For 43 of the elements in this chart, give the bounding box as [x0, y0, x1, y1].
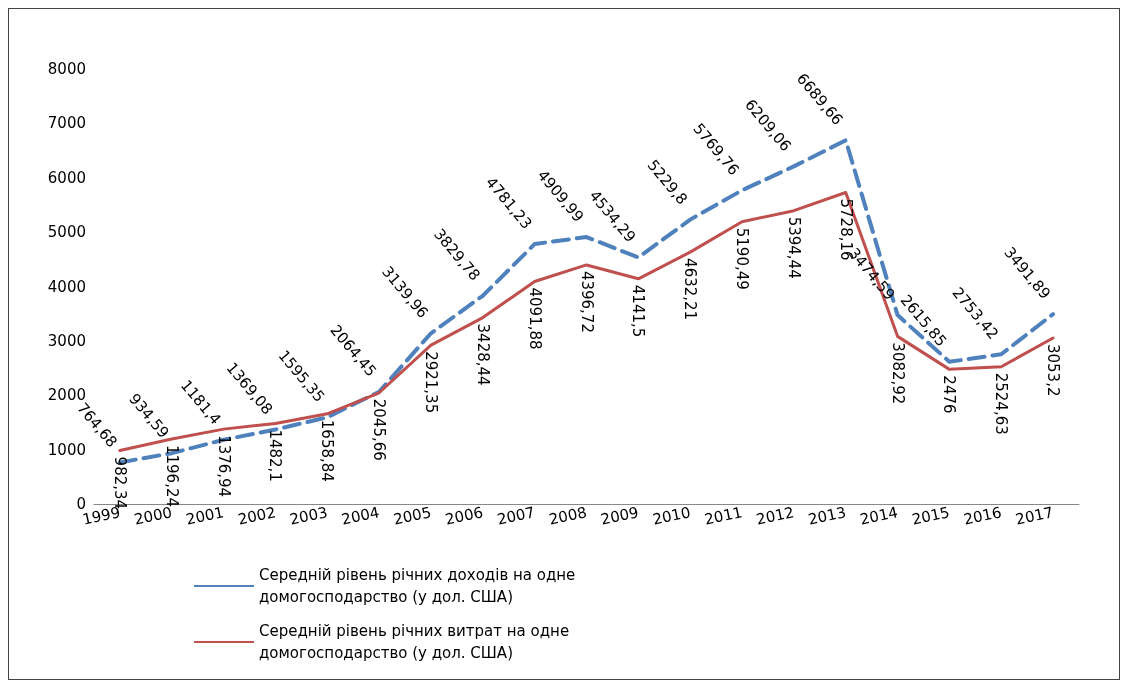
- x-tick-label: 2011: [702, 503, 744, 529]
- x-tick-label: 2006: [443, 503, 485, 529]
- data-label: 1376,94: [214, 435, 233, 498]
- data-label: 4091,88: [525, 287, 544, 350]
- x-tick-label: 2008: [547, 503, 589, 529]
- y-tick-label: 7000: [47, 114, 86, 133]
- y-tick-label: 0: [76, 495, 86, 513]
- x-tick-label: 2013: [806, 503, 848, 529]
- data-label: 2476: [940, 375, 959, 414]
- x-tick-label: 2003: [288, 503, 330, 529]
- x-tick-label: 2014: [858, 503, 900, 529]
- x-tick-label: 2017: [1013, 503, 1055, 529]
- data-label: 5190,49: [733, 227, 752, 290]
- data-label: 2045,66: [370, 398, 389, 461]
- y-tick-label: 8000: [47, 60, 86, 78]
- x-tick-label: 2010: [651, 503, 693, 529]
- data-label: 1658,84: [318, 419, 337, 482]
- x-tick-label: 2016: [962, 503, 1004, 529]
- x-tick-label: 2004: [339, 503, 381, 529]
- x-tick-label: 2005: [391, 503, 433, 529]
- x-tick-label: 2012: [754, 503, 796, 529]
- x-tick-label: 2007: [495, 503, 537, 529]
- data-label: 4632,21: [681, 258, 700, 321]
- data-label: 5394,44: [784, 216, 803, 279]
- y-tick-label: 5000: [47, 223, 86, 242]
- y-tick-label: 2000: [47, 386, 86, 405]
- data-label: 1482,1: [266, 429, 285, 482]
- y-tick-label: 3000: [47, 331, 86, 350]
- data-label: 3428,44: [473, 323, 492, 386]
- data-label: 4396,72: [577, 270, 596, 333]
- x-tick-label: 2009: [599, 503, 641, 529]
- x-tick-label: 2001: [184, 503, 226, 529]
- y-tick-label: 6000: [47, 168, 86, 187]
- legend-label: Середній рівень річних доходів на одне домогосподарство (у дол. США): [259, 566, 581, 606]
- x-tick-label: 2002: [236, 503, 278, 529]
- y-tick-label: 4000: [47, 277, 86, 296]
- data-label: 2524,63: [992, 372, 1011, 435]
- x-tick-label: 2015: [910, 503, 952, 529]
- data-label: 1196,24: [162, 444, 181, 507]
- data-label: 4141,5: [629, 284, 648, 338]
- legend-label: Середній рівень річних витрат на одне домогосподарство (у дол. США): [259, 622, 574, 662]
- data-label: 3053,2: [1044, 343, 1063, 397]
- data-label: 2921,35: [421, 351, 440, 414]
